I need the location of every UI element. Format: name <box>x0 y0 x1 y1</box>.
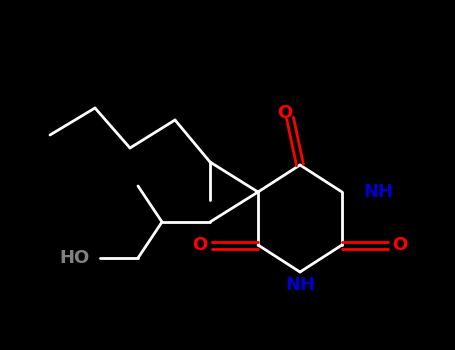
Text: NH: NH <box>285 276 315 294</box>
Text: O: O <box>278 104 293 122</box>
Text: HO: HO <box>60 249 90 267</box>
Text: NH: NH <box>363 183 393 201</box>
Text: O: O <box>392 236 408 254</box>
Text: O: O <box>192 236 207 254</box>
